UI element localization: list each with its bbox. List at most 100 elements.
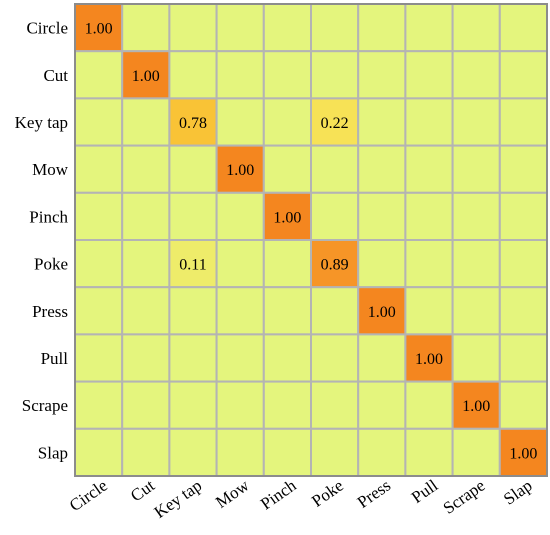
heatmap-cell-2-9 — [498, 97, 548, 147]
heatmap-cell-4-2 — [168, 191, 218, 242]
heatmap-cell-2-2 — [168, 97, 218, 147]
heatmap-cell-4-5 — [310, 191, 360, 242]
heatmap-cell-9-4 — [262, 427, 312, 477]
heatmap-cell-1-3 — [215, 50, 265, 100]
cell-value-label: 1.00 — [462, 398, 490, 415]
heatmap-cell-9-5 — [310, 427, 360, 477]
heatmap-cell-8-6 — [357, 380, 407, 430]
heatmap-cell-0-2 — [168, 3, 218, 53]
heatmap-cell-1-0 — [74, 50, 124, 100]
column-label: Key tap — [151, 476, 206, 522]
row-label: Scrape — [22, 396, 68, 415]
column-label: Scrape — [440, 476, 489, 518]
heatmap-cell-8-7 — [404, 380, 454, 430]
heatmap-cell-7-9 — [498, 333, 548, 383]
row-label: Pinch — [29, 207, 68, 226]
cell-value-label: 0.11 — [179, 257, 206, 274]
heatmap-cell-1-5 — [310, 50, 360, 100]
heatmap-cell-2-6 — [357, 97, 407, 147]
row-labels: Circle Cut Key tap Mow Pinch Poke Press Pull Scr… — [15, 19, 69, 463]
heatmap-cell-8-8 — [451, 380, 501, 430]
heatmap-cell-2-3 — [215, 97, 265, 147]
heatmap-cell-4-8 — [451, 191, 501, 242]
heatmap-cell-4-9 — [498, 191, 548, 242]
cell-value-label: 0.22 — [321, 115, 349, 132]
heatmap-cell-5-4 — [262, 239, 312, 289]
heatmap-cells — [74, 3, 548, 477]
heatmap-cell-9-7 — [404, 427, 454, 477]
cell-value-label: 1.00 — [509, 445, 537, 462]
heatmap-cell-0-8 — [451, 3, 501, 53]
heatmap-cell-4-4 — [262, 191, 312, 242]
cell-value-label: 0.78 — [179, 115, 207, 132]
row-label: Key tap — [15, 113, 68, 132]
heatmap-cell-1-7 — [404, 50, 454, 100]
cell-value-label: 1.00 — [226, 162, 254, 179]
row-label: Poke — [34, 255, 68, 274]
column-label: Pull — [408, 476, 442, 507]
heatmap-cell-6-0 — [74, 286, 124, 336]
heatmap-cell-2-7 — [404, 97, 454, 147]
heatmap-cell-1-4 — [262, 50, 312, 100]
heatmap-cell-0-6 — [357, 3, 407, 53]
row-label: Slap — [38, 443, 68, 462]
heatmap-cell-5-1 — [121, 239, 171, 289]
cell-value-label: 1.00 — [368, 304, 396, 321]
heatmap-cell-7-5 — [310, 333, 360, 383]
heatmap-cell-6-7 — [404, 286, 454, 336]
cell-value-label: 1.00 — [85, 21, 113, 38]
heatmap-cell-2-1 — [121, 97, 171, 147]
cell-value-labels: 1.00 1.00 0.78 0.22 1.00 1.00 0.11 0.89 1.00 1.00… — [85, 21, 538, 463]
heatmap-cell-2-4 — [262, 97, 312, 147]
heatmap-cell-2-0 — [74, 97, 124, 147]
column-label: Press — [354, 476, 394, 512]
cell-value-label: 0.89 — [321, 257, 349, 274]
heatmap-cell-8-3 — [215, 380, 265, 430]
heatmap-cell-5-3 — [215, 239, 265, 289]
heatmap-cell-7-4 — [262, 333, 312, 383]
heatmap-cell-9-2 — [168, 427, 218, 477]
column-label: Slap — [500, 476, 536, 509]
heatmap-cell-7-2 — [168, 333, 218, 383]
heatmap-cell-8-2 — [168, 380, 218, 430]
heatmap-cell-0-5 — [310, 3, 360, 53]
heatmap-cell-7-3 — [215, 333, 265, 383]
plot-frame — [74, 3, 548, 477]
heatmap-cell-8-0 — [74, 380, 124, 430]
heatmap-cell-7-1 — [121, 333, 171, 383]
heatmap-cell-8-4 — [262, 380, 312, 430]
heatmap-cell-0-9 — [498, 3, 548, 53]
row-label: Pull — [41, 349, 69, 368]
heatmap-cell-5-7 — [404, 239, 454, 289]
column-label: Circle — [66, 476, 111, 515]
heatmap-cell-6-5 — [310, 286, 360, 336]
heatmap-cell-7-6 — [357, 333, 407, 383]
heatmap-cell-7-7 — [404, 333, 454, 383]
heatmap-cell-3-2 — [168, 144, 218, 194]
heatmap-cell-3-7 — [404, 144, 454, 194]
heatmap-cell-9-1 — [121, 427, 171, 477]
heatmap-cell-1-6 — [357, 50, 407, 100]
column-label: Mow — [212, 475, 253, 512]
column-label: Cut — [127, 476, 158, 506]
heatmap-cell-3-8 — [451, 144, 501, 194]
heatmap-cell-1-2 — [168, 50, 218, 100]
heatmap-cell-3-4 — [262, 144, 312, 194]
heatmap-cell-0-4 — [262, 3, 312, 53]
heatmap-cell-8-9 — [498, 380, 548, 430]
column-label: Poke — [308, 476, 347, 511]
heatmap-cell-4-1 — [121, 191, 171, 242]
heatmap-cell-0-7 — [404, 3, 454, 53]
heatmap-cell-9-6 — [357, 427, 407, 477]
cell-value-label: 1.00 — [132, 68, 160, 85]
heatmap-cell-2-8 — [451, 97, 501, 147]
heatmap-cell-7-8 — [451, 333, 501, 383]
heatmap-cell-4-6 — [357, 191, 407, 242]
cell-value-label: 1.00 — [273, 209, 301, 226]
column-label: Pinch — [257, 475, 300, 513]
heatmap-cell-3-9 — [498, 144, 548, 194]
heatmap-cell-6-4 — [262, 286, 312, 336]
heatmap-cell-3-1 — [121, 144, 171, 194]
